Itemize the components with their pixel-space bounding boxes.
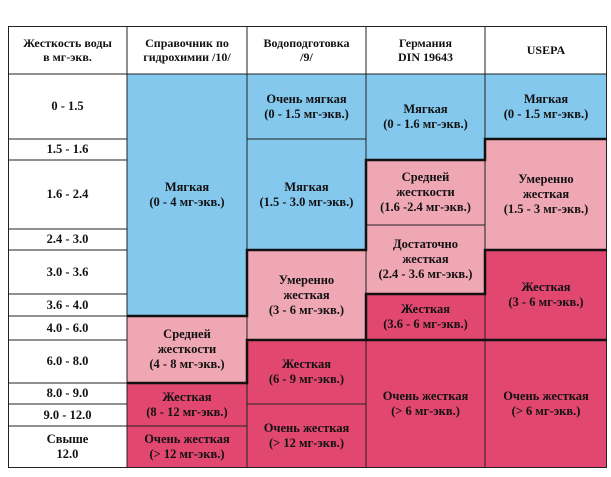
din-hard: Жесткая (3.6 - 6 мг-экв.) [366, 294, 485, 340]
din-medium: Средней жесткости (1.6 -2.4 мг-экв.) [366, 160, 485, 225]
vodopodgotovka-very-soft: Очень мягкая (0 - 1.5 мг-экв.) [247, 74, 366, 139]
range-label: 6.0 - 8.0 [46, 354, 89, 368]
range-label: 1.5 - 1.6 [46, 142, 89, 156]
range-row: 4.0 - 6.0 [8, 316, 127, 340]
header-spravochnik-label: Справочник по гидрохимии /10/ [143, 36, 231, 64]
range-label: 4.0 - 6.0 [46, 320, 89, 335]
vodopodgotovka-very-hard: Очень жесткая (> 12 мг-экв.) [247, 404, 366, 468]
vodopodgotovka-hard: Жесткая (6 - 9 мг-экв.) [247, 340, 366, 404]
spravochnik-hard-label: Жесткая (8 - 12 мг-экв.) [146, 389, 228, 419]
vodopodgotovka-soft: Мягкая (1.5 - 3.0 мг-экв.) [247, 139, 366, 250]
din-soft: Мягкая (0 - 1.6 мг-экв.) [366, 74, 485, 160]
usepa-moderate-label: Умеренно жесткая (1.5 - 3 мг-экв.) [503, 172, 589, 216]
range-label: 0 - 1.5 [51, 99, 84, 113]
header-din-label: Германия DIN 19643 [397, 36, 453, 64]
range-row: 0 - 1.5 [8, 74, 127, 139]
vodopodgotovka-soft-label: Мягкая (1.5 - 3.0 мг-экв.) [259, 179, 354, 209]
din-soft-label: Мягкая (0 - 1.6 мг-экв.) [383, 102, 468, 131]
header-usepa: USEPA [485, 26, 607, 74]
din-fairly-hard-label: Достаточно жесткая (2.4 - 3.6 мг-экв.) [378, 237, 473, 281]
range-row: 1.6 - 2.4 [8, 160, 127, 229]
header-hardness-label: Жесткость воды в мг-экв. [23, 36, 112, 64]
range-label: 8.0 - 9.0 [46, 386, 89, 400]
range-row: 8.0 - 9.0 [8, 383, 127, 404]
range-label: 3.6 - 4.0 [46, 297, 89, 312]
spravochnik-soft-label: Мягкая (0 - 4 мг-экв.) [149, 180, 225, 209]
header-din: Германия DIN 19643 [366, 26, 485, 74]
usepa-hard-label: Жесткая (3 - 6 мг-экв.) [508, 280, 584, 309]
table-grid-lines [8, 26, 607, 468]
header-vodopodgotovka: Водоподготовка /9/ [247, 26, 366, 74]
range-row: 3.0 - 3.6 [8, 250, 127, 294]
din-medium-label: Средней жесткости (1.6 -2.4 мг-экв.) [380, 170, 471, 214]
vodopodgotovka-very-hard-label: Очень жесткая (> 12 мг-экв.) [263, 421, 350, 450]
din-hard-label: Жесткая (3.6 - 6 мг-экв.) [383, 302, 468, 331]
din-fairly-hard: Достаточно жесткая (2.4 - 3.6 мг-экв.) [366, 225, 485, 294]
usepa-hard: Жесткая (3 - 6 мг-экв.) [485, 250, 607, 340]
range-row: 1.5 - 1.6 [8, 139, 127, 160]
spravochnik-hard: Жесткая (8 - 12 мг-экв.) [127, 383, 247, 426]
range-label: 1.6 - 2.4 [46, 187, 89, 201]
vodopodgotovka-very-soft-label: Очень мягкая (0 - 1.5 мг-экв.) [264, 91, 349, 121]
range-row: 6.0 - 8.0 [8, 340, 127, 383]
usepa-soft-label: Мягкая (0 - 1.5 мг-экв.) [503, 91, 589, 121]
range-label: 2.4 - 3.0 [46, 232, 89, 246]
vodopodgotovka-moderate-label: Умеренно жесткая (3 - 6 мг-экв.) [268, 272, 345, 317]
range-row: 2.4 - 3.0 [8, 229, 127, 250]
header-usepa-label: USEPA [526, 43, 566, 57]
din-very-hard: Очень жесткая (> 6 мг-экв.) [366, 340, 485, 468]
range-label: Свыше 12.0 [46, 432, 89, 461]
usepa-very-hard-label: Очень жесткая (> 6 мг-экв.) [503, 389, 589, 418]
usepa-very-hard: Очень жесткая (> 6 мг-экв.) [485, 340, 607, 468]
vodopodgotovka-hard-label: Жесткая (6 - 9 мг-экв.) [268, 357, 345, 386]
spravochnik-medium-label: Средней жесткости (4 - 8 мг-экв.) [149, 327, 225, 371]
din-very-hard-label: Очень жесткая (> 6 мг-экв.) [382, 389, 469, 418]
header-hardness: Жесткость воды в мг-экв. [8, 26, 127, 74]
usepa-soft: Мягкая (0 - 1.5 мг-экв.) [485, 74, 607, 139]
spravochnik-very-hard: Очень жесткая (> 12 мг-экв.) [127, 426, 247, 468]
range-row: 3.6 - 4.0 [8, 294, 127, 316]
vodopodgotovka-moderate: Умеренно жесткая (3 - 6 мг-экв.) [247, 250, 366, 340]
spravochnik-medium: Средней жесткости (4 - 8 мг-экв.) [127, 316, 247, 383]
header-vodopodgotovka-label: Водоподготовка /9/ [263, 36, 350, 64]
range-label: 9.0 - 12.0 [43, 407, 92, 422]
hardness-table: Мягкая (0 - 4 мг-экв.) Средней жесткости… [8, 26, 607, 468]
range-row: 9.0 - 12.0 [8, 404, 127, 426]
header-spravochnik: Справочник по гидрохимии /10/ [127, 26, 247, 74]
spravochnik-very-hard-label: Очень жесткая (> 12 мг-экв.) [144, 432, 230, 461]
spravochnik-soft: Мягкая (0 - 4 мг-экв.) [127, 74, 247, 316]
usepa-moderate: Умеренно жесткая (1.5 - 3 мг-экв.) [485, 139, 607, 250]
range-label: 3.0 - 3.6 [46, 264, 89, 279]
range-row: Свыше 12.0 [8, 426, 127, 468]
